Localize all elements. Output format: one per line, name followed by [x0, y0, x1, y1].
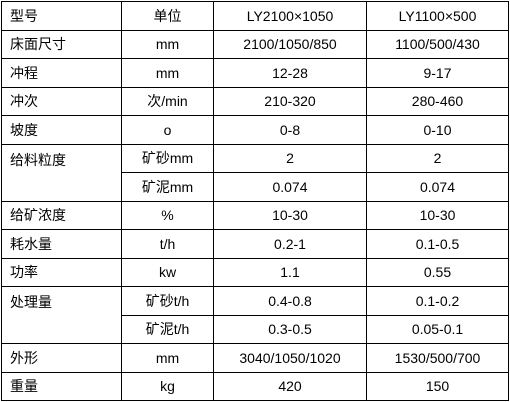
table-row: 功率 kw 1.1 0.55	[1, 257, 509, 287]
table-cell: o	[121, 115, 214, 145]
row-label: 处理量	[1, 286, 122, 344]
table-cell: t/h	[121, 229, 214, 259]
table-cell: 0.55	[366, 257, 509, 287]
header-row: 型号 单位 LY2100×1050 LY1100×500	[1, 1, 509, 31]
table-cell: kg	[121, 371, 214, 401]
row-label: 床面尺寸	[1, 29, 122, 59]
table-cell: 150	[366, 371, 509, 401]
table-row: 矿泥mm 0.074 0.074	[2, 172, 509, 202]
table-cell: 12-28	[213, 58, 367, 88]
table-cell: 9-17	[366, 58, 509, 88]
table-cell: 矿泥mm	[121, 172, 214, 202]
table-cell: 1530/500/700	[366, 343, 509, 373]
table-cell: 2	[213, 143, 367, 173]
row-label: 外形	[1, 343, 122, 373]
table-cell: mm	[121, 29, 214, 59]
row-label: 耗水量	[1, 229, 122, 259]
table-cell: 10-30	[213, 200, 367, 230]
table-cell: 0.1-0.5	[366, 229, 509, 259]
table-cell: 0.074	[366, 172, 509, 202]
table-cell: kw	[121, 257, 214, 287]
table-cell: 3040/1050/1020	[213, 343, 367, 373]
table-cell: 0.3-0.5	[213, 314, 367, 344]
row-label: 给矿浓度	[1, 200, 122, 230]
table-cell: 矿泥t/h	[121, 314, 214, 344]
header-cell: LY1100×500	[366, 1, 509, 31]
table-cell: 矿砂t/h	[121, 286, 214, 316]
table-cell: 0.074	[213, 172, 367, 202]
row-label: 给料粒度	[1, 143, 122, 202]
table-cell: 次/min	[121, 86, 214, 116]
table-row: 给料粒度 矿砂mm 2 2	[1, 143, 509, 202]
header-cell: 单位	[121, 1, 214, 31]
table-cell: 0-10	[366, 115, 509, 145]
table-cell: 0-8	[213, 115, 367, 145]
table-cell: 420	[213, 371, 367, 401]
table-row: 外形 mm 3040/1050/1020 1530/500/700	[1, 343, 509, 373]
table-row: 床面尺寸 mm 2100/1050/850 1100/500/430	[1, 29, 509, 59]
table-cell: mm	[121, 58, 214, 88]
table-cell: 1.1	[213, 257, 367, 287]
header-cell: 型号	[1, 1, 122, 31]
row-label: 坡度	[1, 115, 122, 145]
table-cell: 280-460	[366, 86, 509, 116]
table-cell: 2	[366, 143, 509, 173]
table-cell: 10-30	[366, 200, 509, 230]
table-row: 处理量 矿砂t/h 0.4-0.8 0.1-0.2	[1, 286, 509, 344]
table-cell: 矿砂mm	[121, 143, 214, 173]
table-row: 冲次 次/min 210-320 280-460	[1, 86, 509, 116]
table-row: 重量 kg 420 150	[1, 371, 509, 401]
table-row: 耗水量 t/h 0.2-1 0.1-0.5	[1, 229, 509, 259]
table-cell: 0.4-0.8	[213, 286, 367, 316]
table-cell: 0.2-1	[213, 229, 367, 259]
row-label: 重量	[1, 371, 122, 401]
table-row: 坡度 o 0-8 0-10	[1, 115, 509, 145]
table-cell: 2100/1050/850	[213, 29, 367, 59]
table-row: 给矿浓度% 10-30 10-30	[1, 200, 509, 230]
row-label: 功率	[1, 257, 122, 287]
table-cell: 1100/500/430	[366, 29, 509, 59]
table-cell: 0.05-0.1	[366, 314, 509, 344]
table-cell: %	[121, 200, 214, 230]
row-label: 冲次	[1, 86, 122, 116]
row-label: 冲程	[1, 58, 122, 88]
table-cell: 210-320	[213, 86, 367, 116]
table-row: 冲程 mm 12-28 9-17	[1, 58, 509, 88]
table-row: 矿泥t/h 0.3-0.5 0.05-0.1	[2, 314, 509, 344]
table-cell: mm	[121, 343, 214, 373]
table-cell: 0.1-0.2	[366, 286, 509, 316]
header-cell: LY2100×1050	[213, 1, 367, 31]
